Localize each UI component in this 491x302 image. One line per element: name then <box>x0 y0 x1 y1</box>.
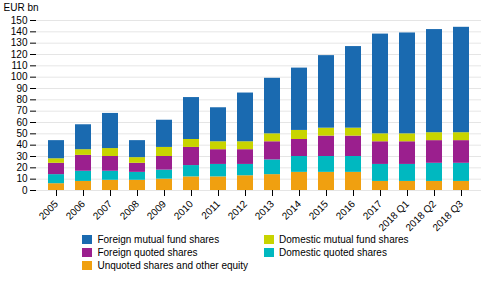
svg-text:2008: 2008 <box>118 198 142 222</box>
svg-text:2016: 2016 <box>334 198 358 222</box>
svg-text:60: 60 <box>16 117 28 128</box>
svg-text:2007: 2007 <box>91 198 115 222</box>
html-text:Foreign quoted shares: Foreign quoted shares <box>97 247 198 258</box>
svg-text:90: 90 <box>16 83 28 94</box>
svg-text:150: 150 <box>11 15 28 26</box>
svg-text:110: 110 <box>12 60 28 71</box>
svg-text:0: 0 <box>22 185 28 196</box>
svg-text:130: 130 <box>11 37 28 48</box>
svg-text:2015: 2015 <box>307 198 331 222</box>
svg-text:40: 40 <box>16 139 28 150</box>
svg-text:2006: 2006 <box>64 198 88 222</box>
html-text:Domestic mutual fund shares: Domestic mutual fund shares <box>279 234 409 245</box>
svg-text:10: 10 <box>16 173 28 184</box>
svg-text:140: 140 <box>11 26 28 37</box>
svg-text:100: 100 <box>11 71 28 82</box>
html-text:Domestic quoted shares: Domestic quoted shares <box>279 247 387 258</box>
svg-text:2014: 2014 <box>280 198 304 222</box>
svg-text:120: 120 <box>11 49 28 60</box>
svg-text:2018 Q3: 2018 Q3 <box>430 198 465 232</box>
svg-text:2009: 2009 <box>145 198 169 222</box>
svg-text:EUR bn: EUR bn <box>4 2 39 13</box>
svg-text:50: 50 <box>16 128 28 139</box>
svg-text:80: 80 <box>16 94 28 105</box>
svg-text:2010: 2010 <box>172 198 196 222</box>
svg-text:70: 70 <box>16 105 28 116</box>
svg-text:30: 30 <box>16 151 28 162</box>
svg-text:2011: 2011 <box>199 198 222 221</box>
svg-text:2005: 2005 <box>37 198 61 222</box>
svg-text:2017: 2017 <box>361 198 385 222</box>
html-text:Foreign mutual fund shares: Foreign mutual fund shares <box>97 234 220 245</box>
svg-text:2013: 2013 <box>253 198 277 222</box>
html-text:Unquoted shares and other equi: Unquoted shares and other equity <box>97 260 249 271</box>
svg-text:20: 20 <box>16 162 28 173</box>
svg-text:2012: 2012 <box>226 198 250 222</box>
